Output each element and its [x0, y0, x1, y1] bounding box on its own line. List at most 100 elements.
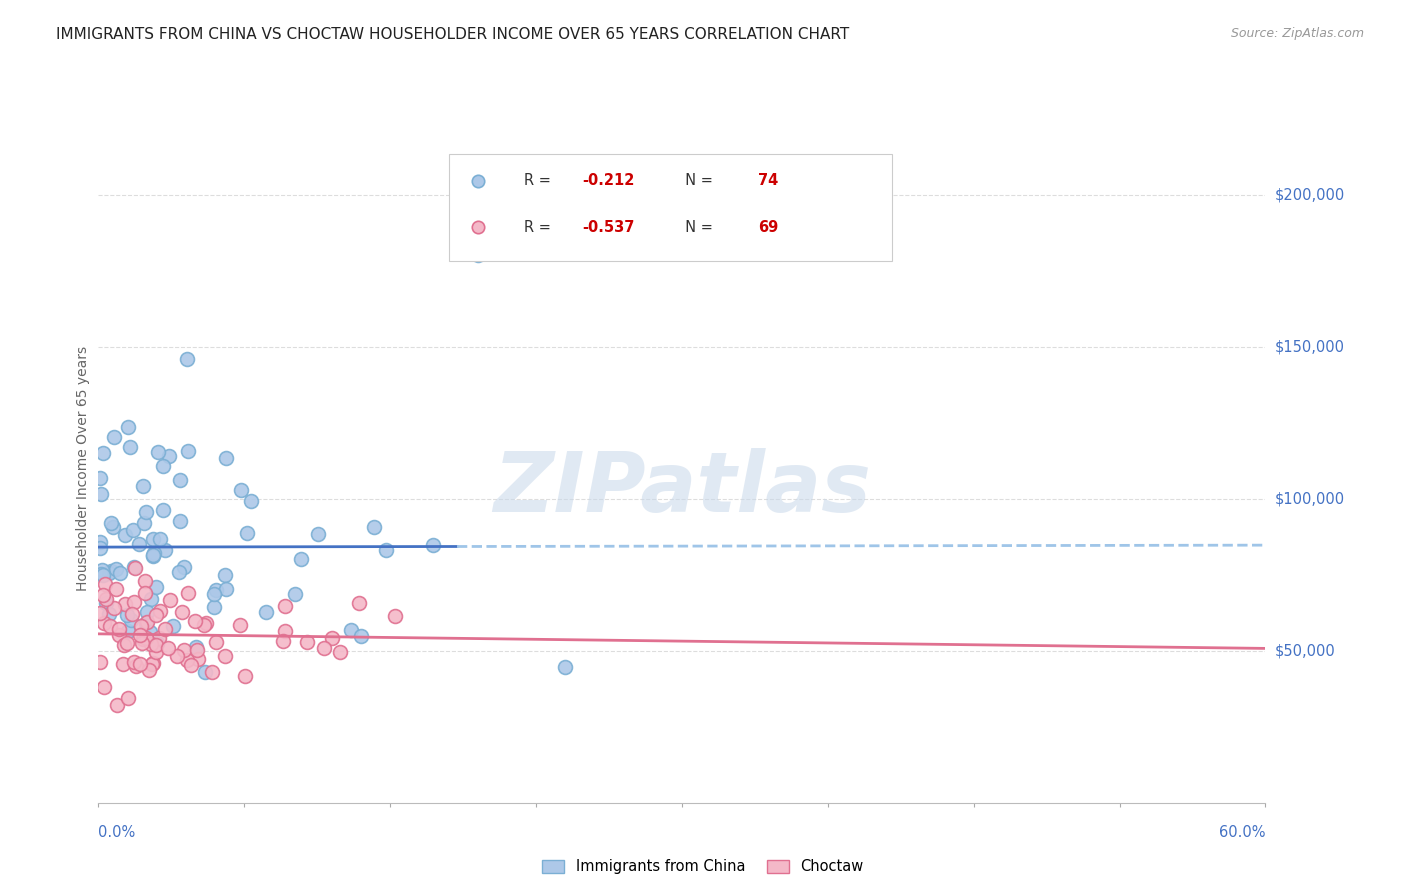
Point	[115, 636, 138, 650]
Point	[152, 459, 174, 474]
Point	[108, 622, 131, 636]
Point	[149, 604, 172, 618]
Point	[240, 493, 263, 508]
Point	[100, 564, 122, 578]
Point	[148, 631, 170, 645]
Point	[169, 473, 191, 487]
Text: $100,000: $100,000	[1275, 491, 1346, 506]
Point	[118, 440, 141, 454]
Point	[94, 591, 117, 606]
Point	[384, 609, 406, 624]
Point	[117, 690, 139, 705]
Point	[138, 664, 160, 678]
Point	[274, 624, 297, 638]
Text: ZIPatlas: ZIPatlas	[494, 448, 870, 529]
Point	[467, 248, 489, 262]
Point	[132, 516, 155, 530]
Point	[129, 619, 152, 633]
Point	[195, 616, 218, 631]
Point	[170, 605, 193, 619]
Point	[145, 607, 167, 622]
Point	[90, 566, 112, 581]
Point	[169, 566, 191, 580]
Point	[91, 588, 114, 602]
Text: R =: R =	[524, 220, 555, 235]
Point	[89, 655, 111, 669]
Point	[142, 548, 165, 562]
Point	[135, 615, 157, 630]
Point	[89, 534, 111, 549]
Point	[229, 618, 252, 632]
Point	[215, 450, 238, 465]
Point	[187, 652, 209, 666]
Point	[105, 582, 128, 597]
Point	[422, 538, 444, 552]
Point	[307, 527, 329, 541]
Point	[120, 613, 142, 627]
Point	[89, 541, 111, 555]
Point	[159, 592, 181, 607]
Point	[169, 515, 191, 529]
Point	[104, 562, 127, 576]
Point	[125, 659, 148, 673]
Text: $200,000: $200,000	[1275, 187, 1346, 202]
Point	[271, 633, 294, 648]
Point	[201, 665, 224, 679]
Point	[100, 516, 122, 530]
Point	[89, 606, 111, 620]
Point	[101, 520, 124, 534]
Point	[173, 560, 195, 574]
Point	[134, 574, 156, 588]
Point	[186, 643, 208, 657]
Point	[128, 657, 150, 671]
Point	[112, 638, 135, 652]
Point	[214, 648, 236, 663]
Point	[375, 543, 398, 558]
Point	[162, 619, 184, 633]
Legend: Immigrants from China, Choctaw: Immigrants from China, Choctaw	[536, 854, 870, 880]
Point	[146, 445, 169, 459]
Point	[321, 632, 343, 646]
Point	[180, 657, 202, 672]
Point	[93, 577, 115, 591]
Point	[202, 599, 225, 614]
Point	[166, 649, 188, 664]
Point	[145, 636, 167, 650]
Point	[111, 657, 134, 671]
Point	[143, 545, 166, 559]
Point	[139, 592, 162, 607]
Point	[135, 505, 157, 519]
Point	[229, 483, 252, 497]
Point	[98, 618, 121, 632]
Point	[193, 665, 215, 680]
Point	[153, 622, 176, 636]
FancyBboxPatch shape	[449, 154, 891, 261]
Point	[90, 487, 112, 501]
Text: 60.0%: 60.0%	[1219, 825, 1265, 840]
Point	[117, 419, 139, 434]
Point	[110, 566, 132, 580]
Point	[274, 599, 297, 613]
Point	[205, 582, 228, 597]
Point	[184, 640, 207, 654]
Point	[254, 605, 277, 619]
Text: N =: N =	[676, 173, 717, 188]
Point	[153, 543, 176, 558]
Text: N =: N =	[676, 220, 717, 235]
Point	[139, 625, 162, 640]
Point	[132, 632, 155, 647]
Point	[183, 614, 205, 628]
Point	[235, 526, 257, 541]
Point	[720, 796, 742, 810]
Point	[122, 523, 145, 537]
Point	[157, 449, 180, 463]
Point	[132, 479, 155, 493]
Point	[134, 585, 156, 599]
Point	[149, 532, 172, 546]
Point	[142, 549, 165, 563]
Point	[89, 471, 111, 485]
Text: $150,000: $150,000	[1275, 339, 1346, 354]
Point	[145, 645, 167, 659]
Point	[115, 608, 138, 623]
Point	[145, 639, 167, 653]
